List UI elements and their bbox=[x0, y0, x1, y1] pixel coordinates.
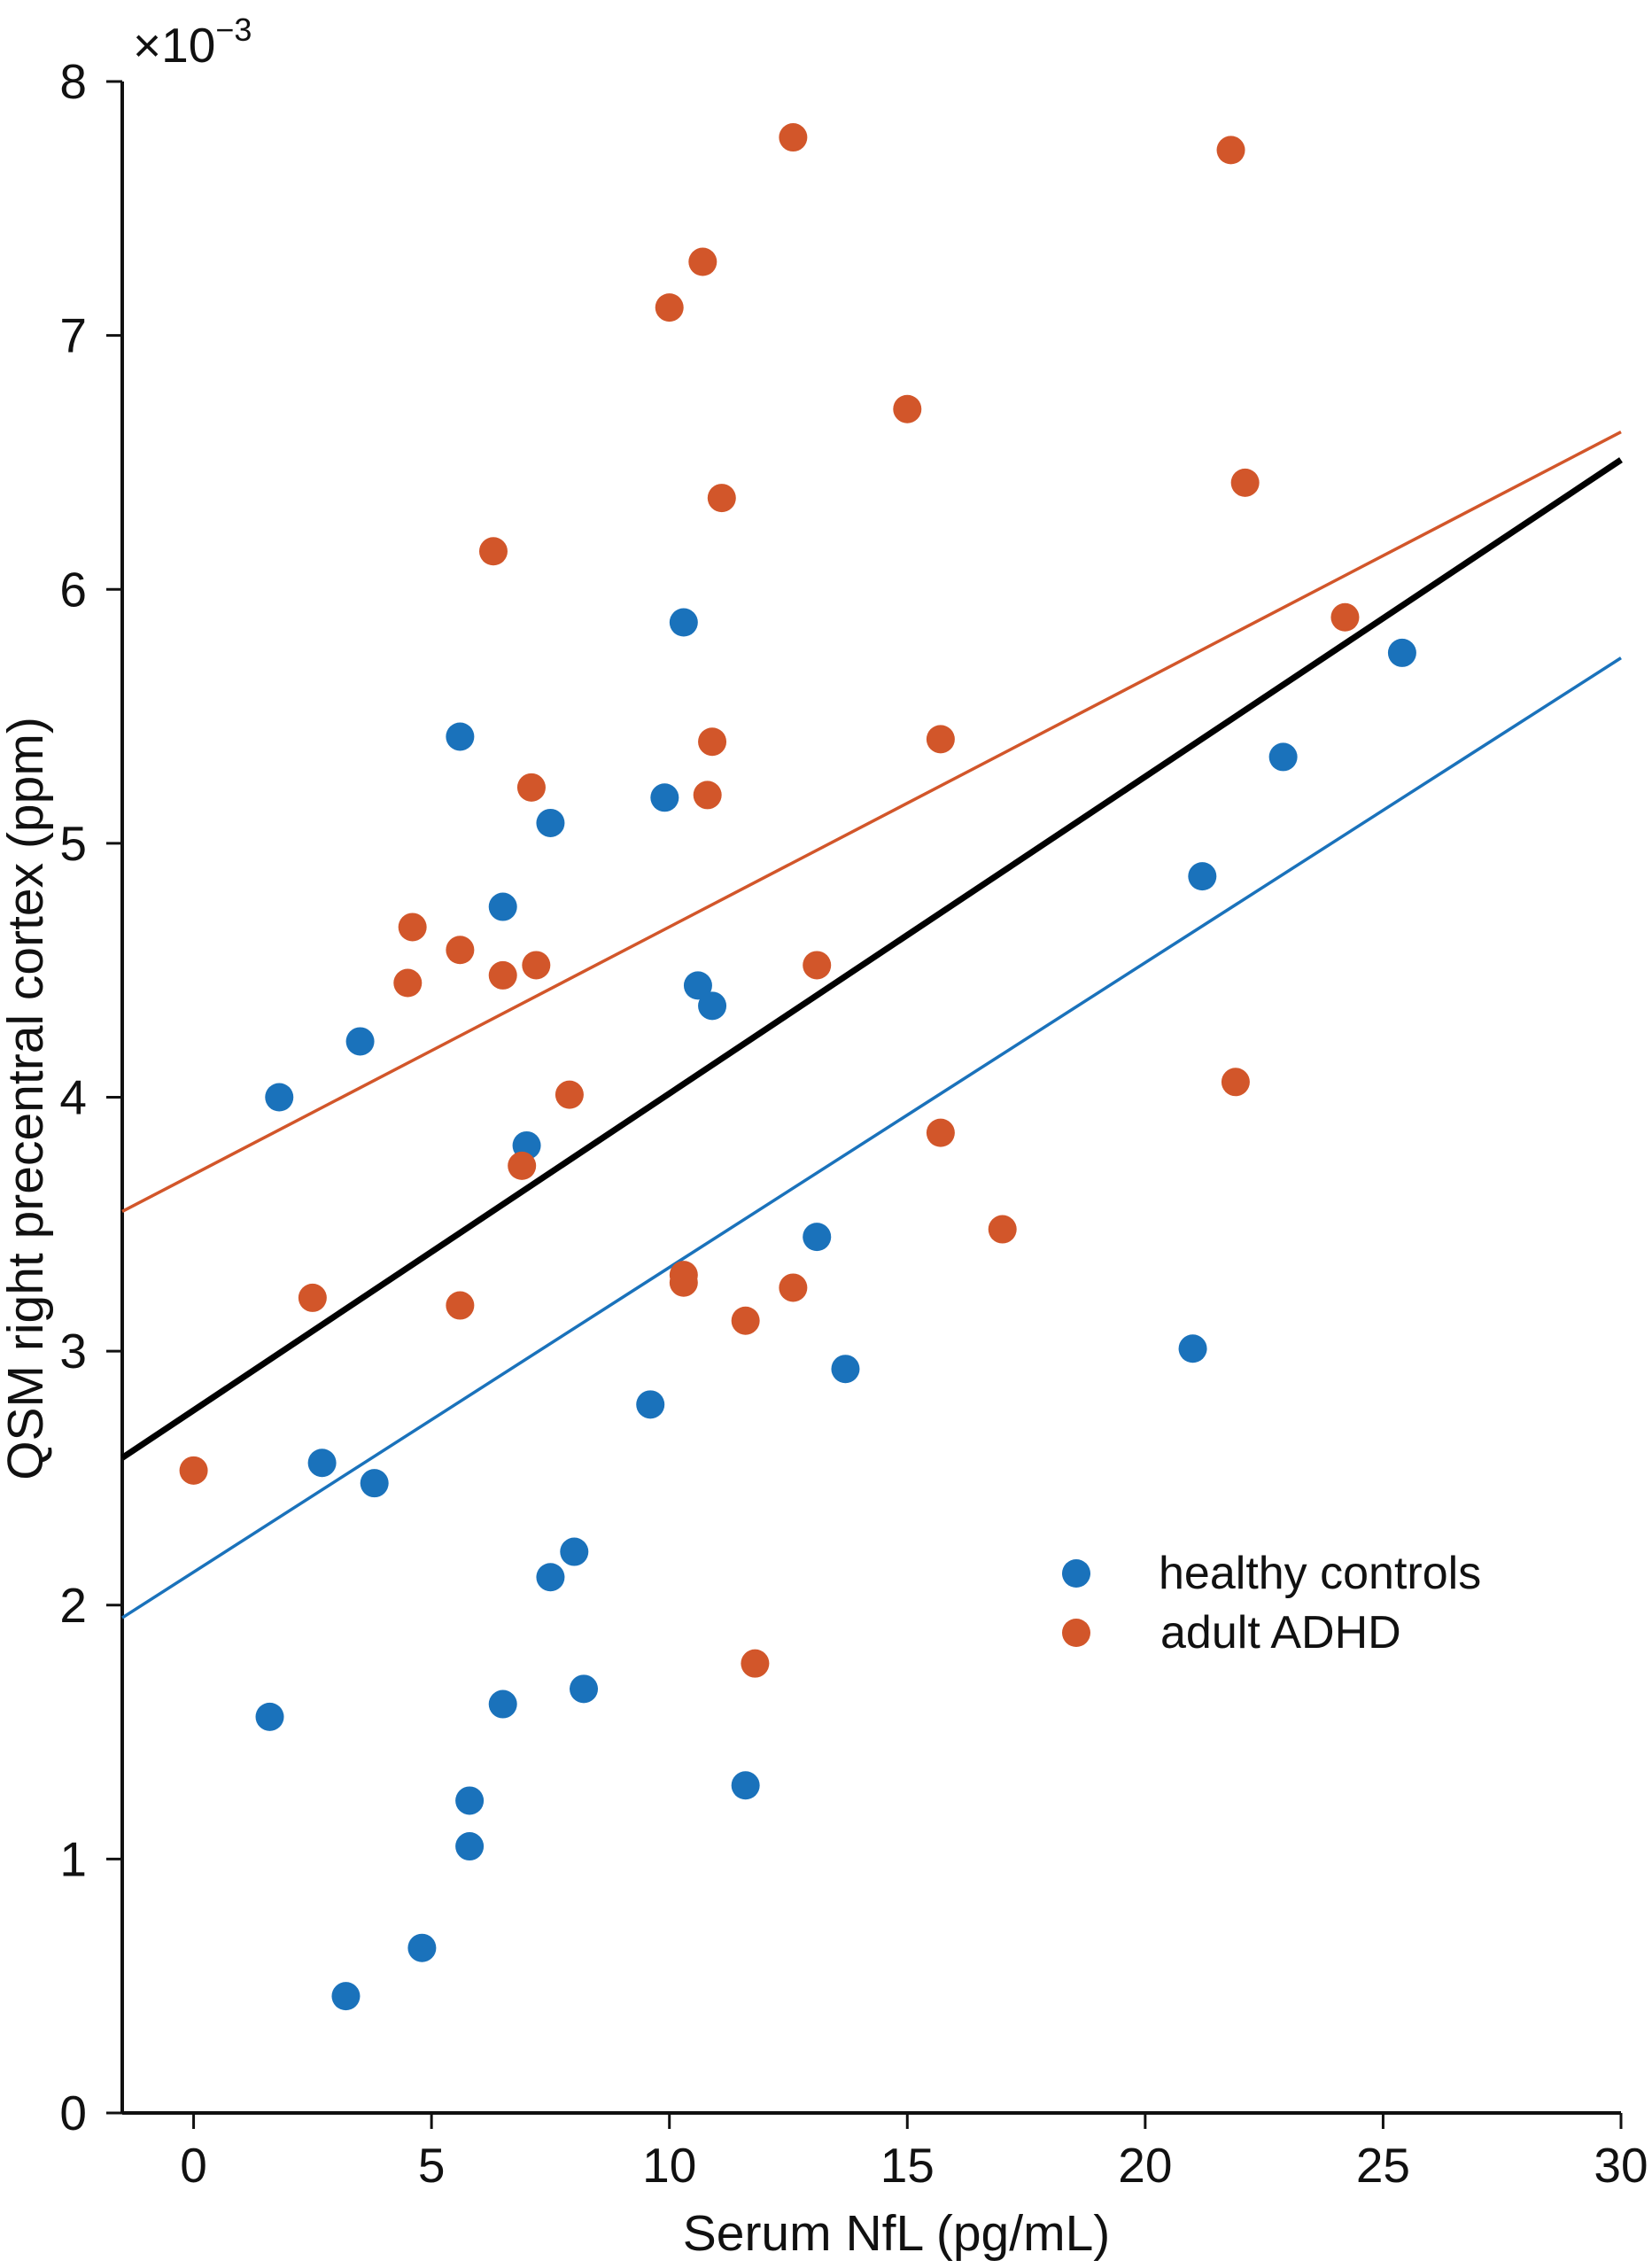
point-adult-adhd bbox=[522, 951, 551, 980]
point-adult-adhd bbox=[926, 1118, 955, 1147]
point-adult-adhd bbox=[779, 123, 808, 152]
point-healthy-controls bbox=[255, 1702, 284, 1731]
point-adult-adhd bbox=[398, 913, 427, 942]
fit-lines bbox=[120, 430, 1623, 1619]
point-adult-adhd bbox=[478, 537, 508, 566]
point-adult-adhd bbox=[741, 1649, 770, 1678]
point-healthy-controls bbox=[488, 892, 517, 921]
point-healthy-controls bbox=[560, 1537, 589, 1566]
x-tick-label: 0 bbox=[180, 2138, 207, 2193]
point-healthy-controls bbox=[1387, 638, 1416, 667]
fit-line-healthy-controls bbox=[121, 656, 1622, 1619]
point-adult-adhd bbox=[803, 951, 832, 980]
y-tick-label: 3 bbox=[59, 1324, 87, 1379]
point-healthy-controls bbox=[536, 808, 565, 837]
x-axis-title: Serum NfL (pg/mL) bbox=[683, 2205, 1111, 2262]
y-tick-label: 8 bbox=[59, 54, 87, 109]
point-adult-adhd bbox=[1230, 468, 1260, 497]
y-tick-label: 6 bbox=[59, 562, 87, 617]
y-tick-label: 7 bbox=[59, 308, 87, 363]
point-adult-adhd bbox=[693, 781, 722, 810]
point-adult-adhd bbox=[655, 293, 684, 322]
point-healthy-controls bbox=[1178, 1334, 1207, 1363]
x-ticks: 0 5 10 15 20 25 30 bbox=[180, 2113, 1648, 2193]
point-healthy-controls bbox=[307, 1449, 337, 1478]
point-adult-adhd bbox=[926, 725, 955, 754]
point-adult-adhd bbox=[688, 247, 717, 276]
legend-marker-healthy-controls bbox=[1062, 1559, 1090, 1588]
point-healthy-controls bbox=[731, 1771, 760, 1800]
point-adult-adhd bbox=[779, 1273, 808, 1302]
fit-line-overall bbox=[120, 457, 1623, 1461]
legend-label-adult-adhd: adult ADHD bbox=[1160, 1607, 1401, 1658]
x-tick-label: 15 bbox=[880, 2138, 935, 2193]
y-multiplier-base: ×10 bbox=[133, 18, 215, 73]
point-adult-adhd bbox=[179, 1456, 208, 1485]
y-axis-multiplier: ×10−3 bbox=[133, 12, 252, 73]
legend-label-healthy-controls: healthy controls bbox=[1159, 1548, 1481, 1599]
point-adult-adhd bbox=[446, 1291, 475, 1320]
point-adult-adhd bbox=[446, 936, 475, 965]
point-healthy-controls bbox=[345, 1027, 375, 1056]
point-adult-adhd bbox=[1330, 602, 1360, 632]
legend-marker-adult-adhd bbox=[1062, 1619, 1090, 1647]
point-healthy-controls bbox=[455, 1832, 485, 1861]
point-healthy-controls bbox=[831, 1355, 860, 1384]
point-adult-adhd bbox=[707, 484, 736, 513]
fit-line-adult-adhd bbox=[121, 430, 1622, 1214]
point-healthy-controls bbox=[1188, 862, 1217, 891]
point-healthy-controls bbox=[488, 1689, 517, 1719]
y-tick-label: 0 bbox=[59, 2085, 87, 2140]
point-healthy-controls bbox=[683, 971, 712, 1000]
point-adult-adhd bbox=[988, 1215, 1017, 1244]
point-adult-adhd bbox=[516, 773, 546, 802]
y-multiplier-exponent: −3 bbox=[215, 12, 252, 48]
point-healthy-controls bbox=[360, 1469, 389, 1498]
point-adult-adhd bbox=[698, 727, 727, 757]
y-tick-label: 1 bbox=[59, 1831, 87, 1886]
x-tick-label: 25 bbox=[1356, 2138, 1410, 2193]
point-adult-adhd bbox=[731, 1306, 760, 1335]
x-tick-label: 5 bbox=[418, 2138, 446, 2193]
legend: healthy controls adult ADHD bbox=[1062, 1548, 1481, 1658]
point-healthy-controls bbox=[265, 1083, 294, 1112]
point-healthy-controls bbox=[1268, 742, 1298, 772]
y-tick-label: 5 bbox=[59, 816, 87, 871]
point-adult-adhd bbox=[393, 968, 423, 998]
point-adult-adhd bbox=[488, 960, 517, 990]
point-healthy-controls bbox=[407, 1933, 437, 1962]
point-healthy-controls bbox=[650, 783, 679, 812]
point-adult-adhd bbox=[298, 1283, 327, 1312]
data-points bbox=[179, 123, 1416, 2011]
point-healthy-controls bbox=[331, 1982, 361, 2011]
point-healthy-controls bbox=[570, 1674, 599, 1704]
point-healthy-controls bbox=[536, 1563, 565, 1592]
point-adult-adhd bbox=[508, 1151, 537, 1180]
y-axis-title: QSM right precentral cortex (ppm) bbox=[0, 717, 54, 1480]
point-adult-adhd bbox=[1216, 136, 1245, 165]
x-tick-label: 30 bbox=[1594, 2138, 1648, 2193]
point-adult-adhd bbox=[1221, 1068, 1250, 1097]
x-tick-label: 20 bbox=[1118, 2138, 1172, 2193]
axes: 0 5 10 15 20 25 30 0 1 2 3 4 5 6 7 8 bbox=[59, 54, 1648, 2193]
point-healthy-controls bbox=[698, 991, 727, 1021]
point-healthy-controls bbox=[669, 608, 698, 637]
point-adult-adhd bbox=[555, 1080, 584, 1109]
point-healthy-controls bbox=[636, 1390, 665, 1419]
y-tick-label: 4 bbox=[59, 1070, 87, 1125]
x-tick-label: 10 bbox=[642, 2138, 696, 2193]
y-tick-label: 2 bbox=[59, 1578, 87, 1633]
point-healthy-controls bbox=[803, 1223, 832, 1252]
point-healthy-controls bbox=[446, 722, 475, 751]
point-adult-adhd bbox=[669, 1268, 698, 1297]
y-ticks: 0 1 2 3 4 5 6 7 8 bbox=[59, 54, 122, 2140]
point-healthy-controls bbox=[455, 1786, 485, 1815]
point-adult-adhd bbox=[893, 394, 922, 423]
